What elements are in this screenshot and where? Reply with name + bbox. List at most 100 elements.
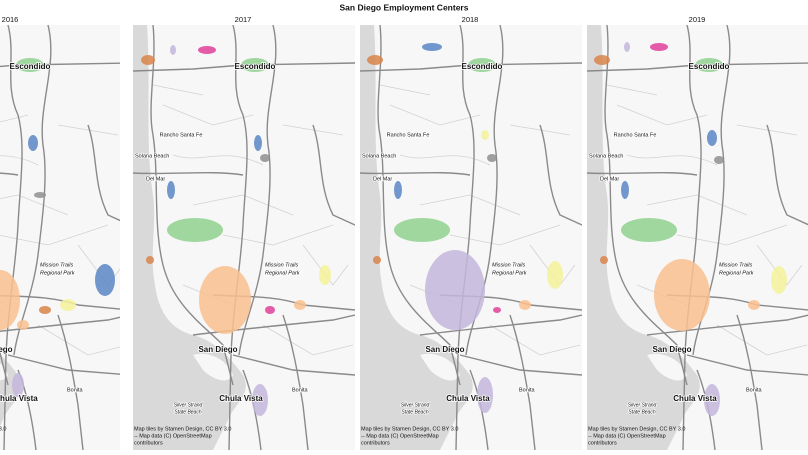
attribution: Map tiles by Stamen Design, CC BY 3.0 — [361, 426, 458, 432]
employment-center — [519, 300, 531, 310]
employment-center — [650, 43, 668, 51]
map-content: Escondido Rancho Santa Fe Solana Beach Del … — [587, 25, 808, 450]
place-label: Regional Park — [40, 270, 75, 276]
employment-center — [373, 256, 381, 264]
place-label: Solana Beach — [362, 153, 396, 159]
employment-center — [95, 264, 115, 296]
employment-center — [170, 45, 176, 55]
employment-center — [39, 306, 51, 314]
employment-center — [477, 377, 493, 413]
attribution: contributors — [588, 440, 617, 446]
employment-center — [695, 58, 723, 72]
attribution: Map tiles by Stamen Design, CC BY 3.0 — [134, 426, 231, 432]
attribution: -- Map data (C) OpenStreetMap — [588, 433, 666, 439]
panel-year: 2017 — [235, 15, 252, 24]
employment-center — [198, 46, 216, 54]
employment-center — [294, 300, 306, 310]
place-label: State Beach — [628, 409, 655, 415]
place-label: Escondido — [235, 62, 276, 71]
employment-center — [594, 55, 610, 65]
place-label: Bonita — [519, 387, 536, 393]
employment-center — [0, 270, 20, 330]
employment-center — [17, 320, 29, 330]
place-label: Silver Strand — [401, 402, 430, 408]
place-label: Regional Park — [265, 270, 300, 276]
figure-title: San Diego Employment Centers — [340, 2, 469, 12]
employment-center — [748, 300, 760, 310]
place-label: San Diego — [198, 345, 237, 354]
base-map — [360, 25, 582, 450]
employment-center — [146, 256, 154, 264]
place-label: Mission Trails — [719, 262, 752, 268]
place-label: San Diego — [425, 345, 464, 354]
employment-center — [394, 218, 450, 242]
place-label: Del Mar — [373, 176, 392, 182]
employment-center — [621, 181, 629, 199]
attribution: -- Map data (C) OpenStreetMap — [134, 433, 212, 439]
place-label: Regional Park — [492, 270, 527, 276]
place-label: Chula Vista — [673, 394, 717, 403]
place-label: Escondido — [462, 62, 503, 71]
place-label: Rancho Santa Fe — [614, 132, 657, 138]
attribution: -- Map data (C) OpenStreetMap — [361, 433, 439, 439]
employment-center — [16, 58, 44, 72]
map-panel: Escondido Rancho Santa Fe Solana Beach Del … — [360, 25, 582, 450]
employment-center — [367, 55, 383, 65]
place-label: Bonita — [292, 387, 309, 393]
attribution: Map tiles by Stamen Design, CC BY 3.0 — [0, 426, 6, 432]
employment-center — [265, 306, 275, 314]
place-label: Rancho Santa Fe — [387, 132, 430, 138]
employment-center — [714, 156, 724, 164]
employment-center — [319, 265, 331, 285]
employment-center — [199, 266, 251, 334]
employment-center — [547, 261, 563, 289]
attribution: contributors — [361, 440, 390, 446]
place-label: San Diego — [0, 345, 13, 354]
place-label: Chula Vista — [219, 394, 263, 403]
employment-center — [707, 130, 717, 146]
employment-center — [252, 384, 268, 416]
employment-center — [260, 154, 270, 162]
place-label: State Beach — [401, 409, 428, 415]
base-map — [587, 25, 808, 450]
map-panel: Escondido Rancho Santa Fe Solana Beach Del … — [133, 25, 355, 450]
place-label: State Beach — [174, 409, 201, 415]
place-label: Solana Beach — [135, 153, 169, 159]
employment-center — [487, 154, 497, 162]
place-label: Mission Trails — [265, 262, 298, 268]
employment-center — [425, 250, 485, 330]
employment-center — [254, 135, 262, 151]
employment-center — [60, 299, 76, 311]
place-label: Regional Park — [719, 270, 754, 276]
place-label: Del Mar — [146, 176, 165, 182]
place-label: Escondido — [689, 62, 730, 71]
employment-center — [12, 373, 24, 397]
employment-center — [468, 58, 496, 72]
place-label: Bonita — [67, 387, 84, 393]
map-content: Escondido Rancho Santa Fe Solana Beach Del … — [360, 25, 582, 450]
employment-center — [654, 259, 710, 331]
employment-center — [481, 130, 489, 140]
place-label: Escondido — [10, 62, 51, 71]
place-label: Del Mar — [600, 176, 619, 182]
place-label: Silver Strand — [628, 402, 657, 408]
attribution: Map tiles by Stamen Design, CC BY 3.0 — [588, 426, 685, 432]
employment-center — [167, 181, 175, 199]
employment-center — [621, 218, 677, 242]
employment-center — [141, 55, 155, 65]
employment-center — [167, 218, 223, 242]
employment-center — [28, 135, 38, 151]
employment-center — [600, 256, 608, 264]
employment-center — [241, 58, 269, 72]
panel-year: 2019 — [689, 15, 706, 24]
place-label: Rancho Santa Fe — [160, 132, 203, 138]
employment-center — [422, 43, 442, 51]
attribution: contributors — [134, 440, 163, 446]
map-panel: Escondido Rancho Santa Fe Solana Beach Del … — [587, 25, 808, 450]
place-label: Mission Trails — [40, 262, 73, 268]
place-label: Solana Beach — [589, 153, 623, 159]
place-label: Bonita — [746, 387, 763, 393]
employment-center — [704, 384, 720, 416]
